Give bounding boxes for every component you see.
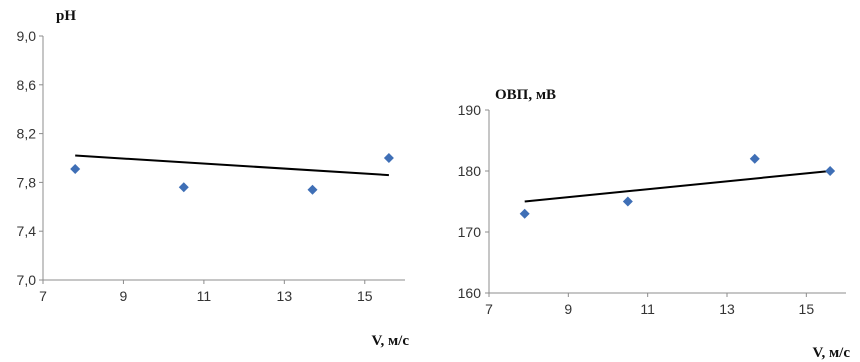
x-tick-label: 9 — [564, 301, 572, 317]
x-tick-label: 13 — [719, 301, 735, 317]
data-point — [749, 153, 760, 164]
y-tick-label: 7,0 — [17, 272, 37, 288]
x-tick-label: 11 — [197, 288, 212, 304]
y-tick-label: 190 — [458, 102, 482, 118]
orp-chart: 160 170 180 190 7 9 11 13 15 ОВП, мВ V, м/с — [458, 87, 851, 361]
y-tick-label: 170 — [458, 224, 482, 240]
y-axis-title: pH — [56, 8, 76, 24]
x-axis-title: V, м/с — [372, 333, 410, 349]
y-tick-label: 8,6 — [17, 77, 37, 93]
data-point — [70, 163, 81, 174]
data-point — [307, 184, 318, 195]
data-point — [825, 166, 836, 176]
x-tick-label: 11 — [640, 301, 655, 317]
data-point — [622, 196, 633, 207]
y-tick-label: 7,4 — [17, 223, 37, 239]
trend-line — [524, 170, 831, 203]
x-tick-label: 15 — [357, 288, 373, 304]
x-tick-label: 13 — [277, 288, 293, 304]
x-tick-label: 7 — [39, 288, 47, 304]
y-tick-label: 8,2 — [17, 126, 37, 142]
y-axis-title: ОВП, мВ — [495, 87, 556, 103]
data-point — [519, 208, 530, 219]
y-tick-label: 180 — [458, 163, 482, 179]
y-tick-label: 160 — [458, 285, 482, 301]
y-tick-label: 9,0 — [17, 28, 37, 44]
x-tick-label: 15 — [799, 301, 815, 317]
data-point — [383, 153, 394, 163]
ph-chart: 7,0 7,4 7,8 8,2 8,6 9,0 7 9 11 13 15 pH V, м/с — [17, 8, 410, 349]
x-tick-label: 7 — [485, 301, 493, 317]
y-tick-label: 7,8 — [17, 174, 37, 190]
x-axis-title: V, м/с — [813, 345, 851, 361]
x-tick-label: 9 — [120, 288, 128, 304]
data-point — [178, 182, 189, 193]
trend-line — [75, 154, 389, 177]
